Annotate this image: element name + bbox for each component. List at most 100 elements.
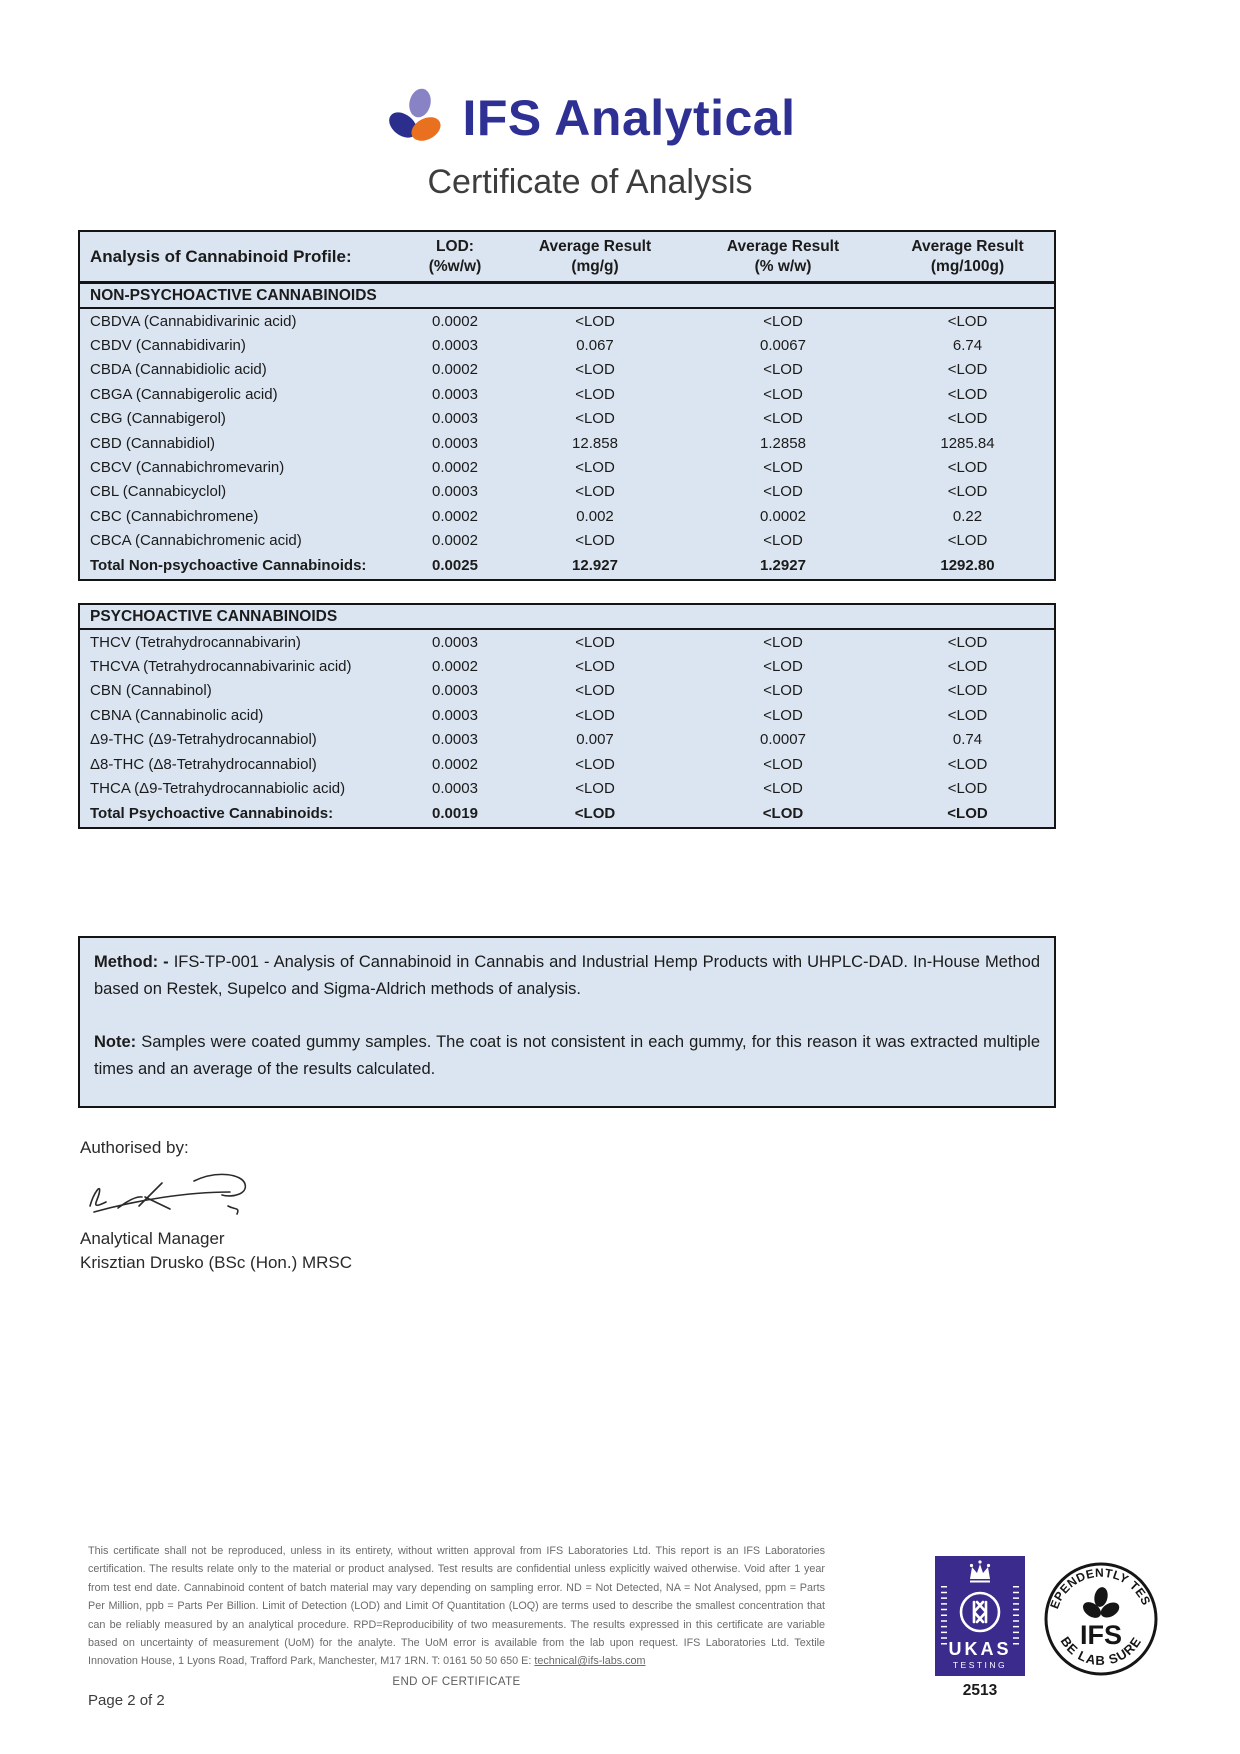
ifs-trefoil-badge-icon <box>1082 1587 1120 1618</box>
ukas-wordmark: UKAS <box>948 1639 1011 1659</box>
lod-value: 0.0002 <box>432 507 478 525</box>
result-mgg: 0.067 <box>576 337 614 355</box>
total-label: Total Psychoactive Cannabinoids: <box>90 805 334 823</box>
non-psychoactive-table: Analysis of Cannabinoid Profile: LOD: (%… <box>78 230 1056 581</box>
analyte-name: CBL (Cannabicyclol) <box>90 483 227 501</box>
lod-value: 0.0002 <box>432 459 478 477</box>
analyte-name: CBG (Cannabigerol) <box>90 410 226 428</box>
result-mg100: <LOD <box>947 658 988 676</box>
analyte-name: THCV (Tetrahydrocannabivarin) <box>90 633 301 651</box>
col-header-avg-mgg-unit: (mg/g) <box>571 257 619 275</box>
analyte-name: Δ8-THC (Δ8-Tetrahydrocannabiol) <box>90 755 317 773</box>
col-header-avg-mg100-unit: (mg/100g) <box>930 257 1005 275</box>
table-header-row: Analysis of Cannabinoid Profile: LOD: (%… <box>80 232 1054 284</box>
result-mgg: <LOD <box>575 459 615 477</box>
result-mg100: <LOD <box>947 633 988 651</box>
result-mg100: <LOD <box>947 361 988 379</box>
analyte-name: CBCA (Cannabichromenic acid) <box>90 532 302 550</box>
result-mg100: 0.22 <box>952 507 983 525</box>
result-pww: 1.2858 <box>760 434 806 452</box>
lod-value: 0.0003 <box>432 410 478 428</box>
brand-header: IFS Analytical <box>0 84 1180 152</box>
table-row: CBC (Cannabichromene) 0.0002 0.002 0.000… <box>80 504 1054 528</box>
analyte-name: CBDV (Cannabidivarin) <box>90 337 246 355</box>
method-label: Method: - <box>94 953 169 971</box>
col-header-avg-mgg-label: Average Result <box>538 237 652 255</box>
analyte-name: CBGA (Cannabigerolic acid) <box>90 385 278 403</box>
analyte-name: CBN (Cannabinol) <box>90 682 212 700</box>
result-mgg: <LOD <box>575 658 615 676</box>
lod-value: 0.0002 <box>432 755 478 773</box>
result-mg100: <LOD <box>947 410 988 428</box>
result-pww: <LOD <box>763 532 803 550</box>
method-paragraph: Method: - IFS-TP-001 - Analysis of Canna… <box>94 949 1040 1003</box>
analyte-name: Δ9-THC (Δ9-Tetrahydrocannabiol) <box>90 731 317 749</box>
method-text: IFS-TP-001 - Analysis of Cannabinoid in … <box>94 953 1040 998</box>
result-mg100: <LOD <box>947 312 988 330</box>
lod-value: 0.0003 <box>432 731 478 749</box>
total-label: Total Non-psychoactive Cannabinoids: <box>90 557 367 575</box>
col-header-avg-pww-label: Average Result <box>726 237 840 255</box>
lod-value: 0.0002 <box>432 361 478 379</box>
result-mgg: <LOD <box>575 410 615 428</box>
authorised-by-label: Authorised by: <box>80 1138 189 1157</box>
brand-name: IFS Analytical <box>462 90 796 146</box>
table-row: CBCA (Cannabichromenic acid) 0.0002 <LOD… <box>80 529 1054 553</box>
method-box: Method: - IFS-TP-001 - Analysis of Canna… <box>78 936 1056 1108</box>
total-lod: 0.0025 <box>432 557 478 575</box>
col-header-avg-pww: Average Result (% w/w) <box>685 237 881 277</box>
col-header-lod: LOD: (%w/w) <box>405 237 505 277</box>
signatory-role: Analytical Manager <box>80 1229 225 1248</box>
legal-disclaimer: This certificate shall not be reproduced… <box>88 1542 825 1671</box>
result-pww: 0.0002 <box>760 507 806 525</box>
result-mgg: <LOD <box>575 361 615 379</box>
table-row: Δ9-THC (Δ9-Tetrahydrocannabiol) 0.0003 0… <box>80 728 1054 752</box>
ukas-testing-label: TESTING <box>953 1660 1007 1670</box>
disclaimer-text: This certificate shall not be reproduced… <box>88 1545 825 1668</box>
result-mgg: <LOD <box>575 385 615 403</box>
result-pww: <LOD <box>763 706 803 724</box>
table-row: CBDA (Cannabidiolic acid) 0.0002 <LOD <L… <box>80 358 1054 382</box>
ukas-accreditation-number: 2513 <box>962 1682 998 1699</box>
result-pww: 0.0067 <box>760 337 806 355</box>
lod-value: 0.0003 <box>432 633 478 651</box>
analyte-name: THCA (Δ9-Tetrahydrocannabiolic acid) <box>90 780 346 798</box>
crown-icon <box>969 1560 991 1583</box>
result-mg100: <LOD <box>947 459 988 477</box>
table-row: CBN (Cannabinol) 0.0003 <LOD <LOD <LOD <box>80 679 1054 703</box>
analyte-name: CBCV (Cannabichromevarin) <box>90 459 285 477</box>
total-mg100: <LOD <box>947 805 988 823</box>
psychoactive-table: PSYCHOACTIVE CANNABINOIDS THCV (Tetrahyd… <box>78 603 1056 829</box>
total-mg100: 1292.80 <box>940 557 995 575</box>
ifs-trefoil-logo-icon <box>384 84 448 152</box>
lod-value: 0.0002 <box>432 658 478 676</box>
result-mg100: <LOD <box>947 755 988 773</box>
result-mg100: 1285.84 <box>940 434 995 452</box>
authorisation-block: Authorised by: Analytical Manager Kriszt… <box>80 1138 352 1273</box>
result-pww: <LOD <box>763 682 803 700</box>
table-row: CBL (Cannabicyclol) 0.0003 <LOD <LOD <LO… <box>80 480 1054 504</box>
table-row: CBD (Cannabidiol) 0.0003 12.858 1.2858 1… <box>80 431 1054 455</box>
result-mgg: <LOD <box>575 312 615 330</box>
ifs-independently-tested-badge: INDEPENDENTLY TESTED BE LAB SURE IFS <box>1037 1549 1160 1683</box>
table-row: CBG (Cannabigerol) 0.0003 <LOD <LOD <LOD <box>80 407 1054 431</box>
lod-value: 0.0003 <box>432 483 478 501</box>
col-header-avg-mg100-label: Average Result <box>911 237 1024 255</box>
ukas-mark-icon <box>972 1600 988 1624</box>
result-pww: <LOD <box>763 312 803 330</box>
result-mgg: <LOD <box>575 755 615 773</box>
ukas-testing-logo: UKAS TESTING <box>935 1556 1025 1681</box>
total-lod: 0.0019 <box>432 805 478 823</box>
note-label: Note: <box>94 1033 137 1051</box>
result-pww: <LOD <box>763 459 803 477</box>
lod-value: 0.0003 <box>432 682 478 700</box>
technical-email-link[interactable]: technical@ifs-labs.com <box>534 1655 646 1668</box>
table-row: CBNA (Cannabinolic acid) 0.0003 <LOD <LO… <box>80 703 1054 727</box>
result-mg100: <LOD <box>947 706 988 724</box>
result-mgg: 0.002 <box>576 507 614 525</box>
total-pww: 1.2927 <box>760 557 806 575</box>
col-header-lod-label: LOD: <box>436 237 474 255</box>
analyte-name: CBDA (Cannabidiolic acid) <box>90 361 267 379</box>
end-of-certificate-label: END OF CERTIFICATE <box>392 1676 521 1688</box>
table-row: THCA (Δ9-Tetrahydrocannabiolic acid) 0.0… <box>80 776 1054 800</box>
